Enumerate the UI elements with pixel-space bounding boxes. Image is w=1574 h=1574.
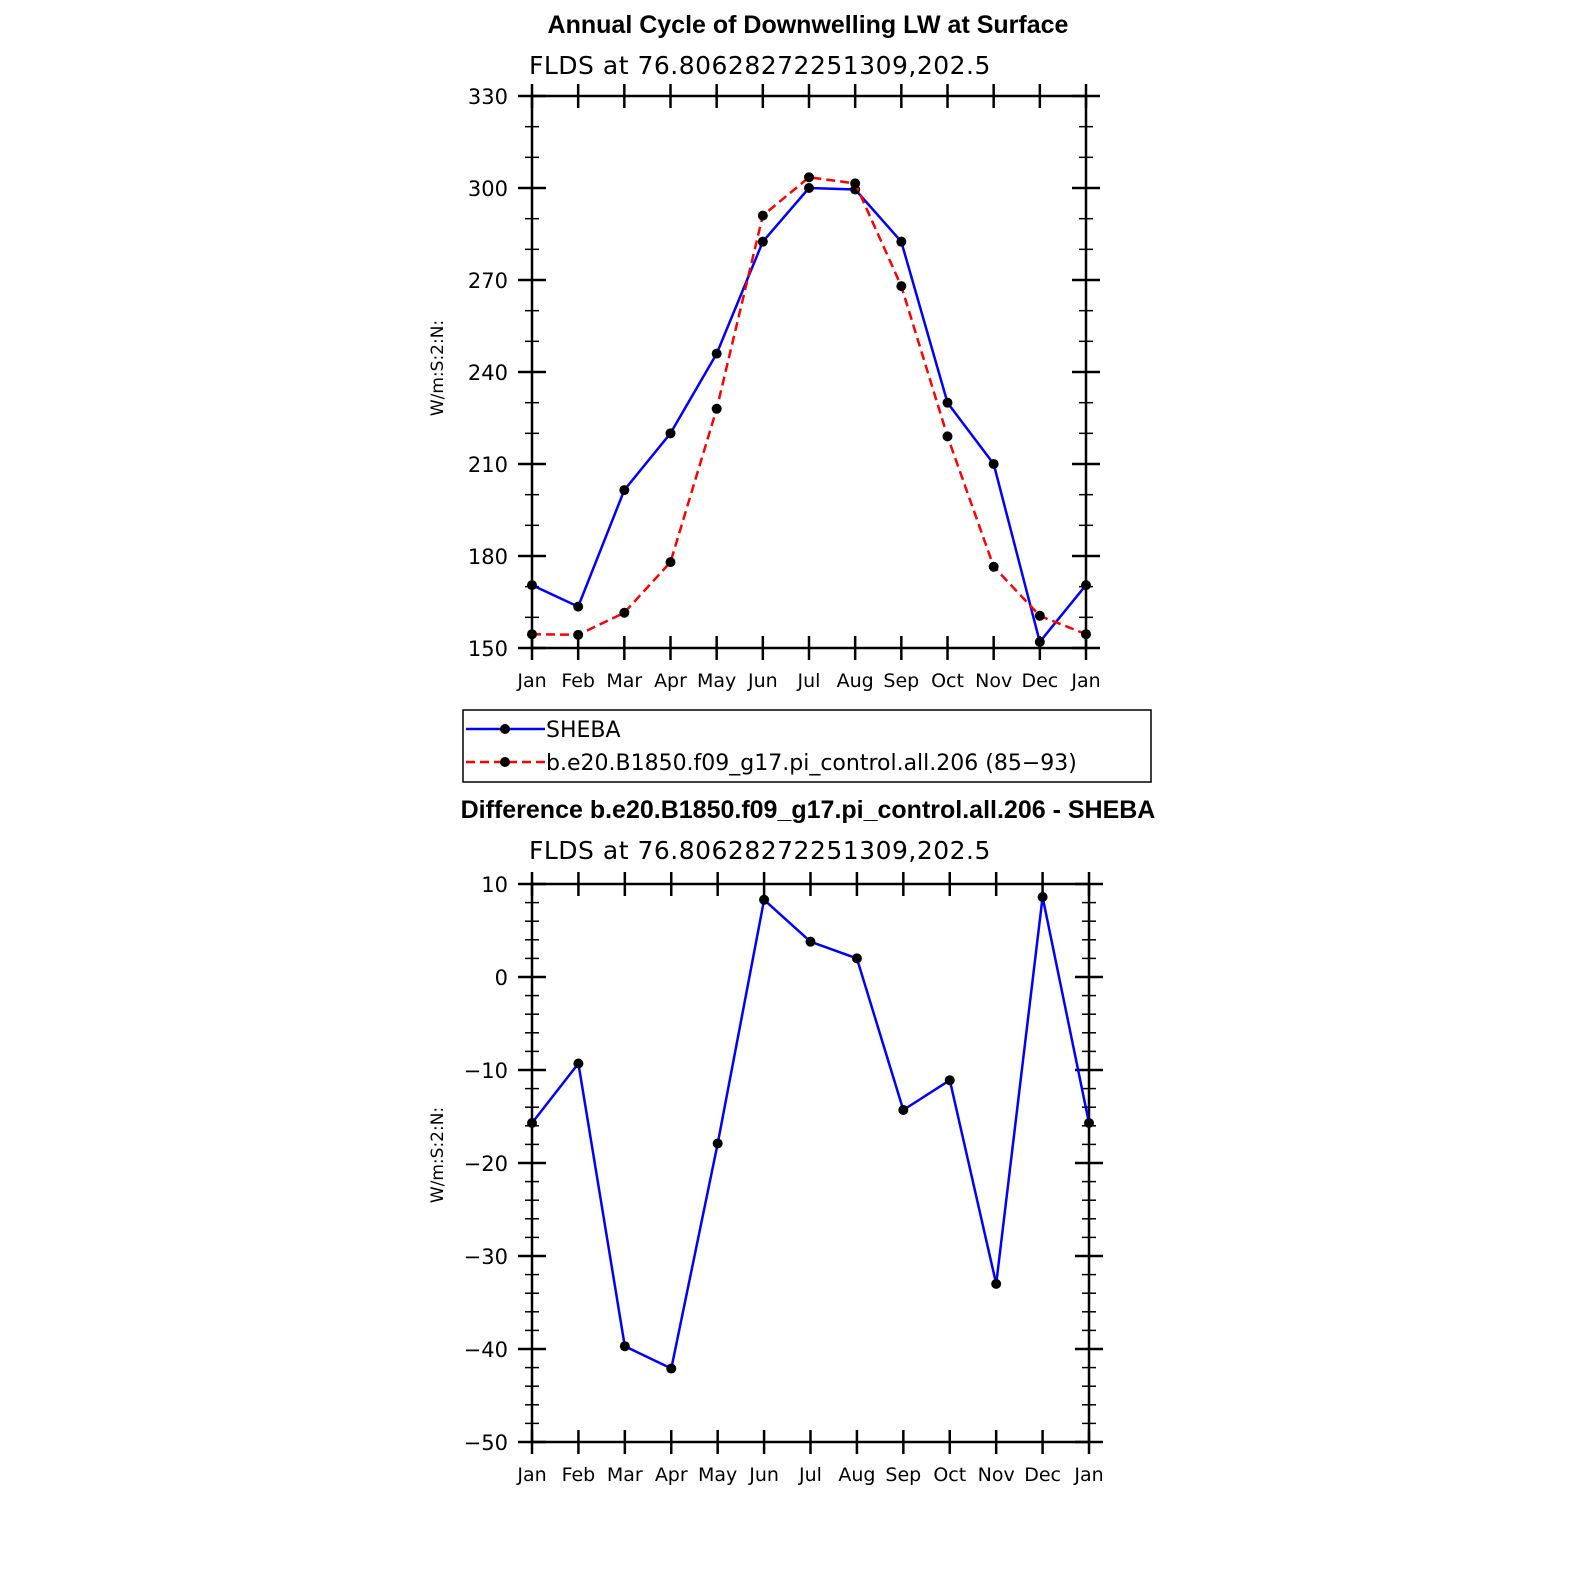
chart1-series-2-point <box>850 178 861 189</box>
chart1-y-tick-label: 180 <box>468 545 508 569</box>
chart1-series-1-point <box>665 428 676 439</box>
chart2-y-tick-label: −50 <box>464 1431 508 1455</box>
chart2-y-tick-label: −40 <box>464 1338 508 1362</box>
chart1-series-1-point <box>619 485 630 496</box>
legend-marker-model <box>500 757 510 767</box>
chart1-x-tick-label: Nov <box>975 670 1012 692</box>
chart2-y-tick-label: −10 <box>464 1059 508 1083</box>
chart1-y-tick-label: 300 <box>468 177 508 201</box>
chart2-x-tick-label: Nov <box>978 1464 1015 1486</box>
chart2-series-1-point <box>805 936 816 947</box>
chart2-subtitle: FLDS at 76.80628272251309,202.5 <box>529 836 991 865</box>
chart2-y-tick-label: −20 <box>464 1152 508 1176</box>
chart2-x-tick-label: Mar <box>607 1464 643 1486</box>
chart1-series-2-point <box>619 607 630 618</box>
chart1-series-2-point <box>573 629 584 640</box>
chart2-series-1-point <box>991 1278 1002 1289</box>
chart1-series-1-point <box>757 236 768 247</box>
chart1-y-axis-label: W/m:S:2:N: <box>428 320 448 416</box>
chart2-x-tick-label: Jan <box>516 1464 546 1486</box>
chart1-series-2-point <box>942 431 953 442</box>
chart2-series-1-point <box>851 953 862 964</box>
chart1-series-2-point <box>665 557 676 568</box>
chart2-series-1-point <box>666 1363 677 1374</box>
chart1-series-2-point <box>1081 629 1091 640</box>
chart2-x-tick-label: Oct <box>933 1464 966 1486</box>
chart1-x-tick-label: Jul <box>797 670 821 692</box>
chart1-legend: SHEBA b.e20.B1850.f09_g17.pi_control.all… <box>462 709 1152 783</box>
chart1-title: Annual Cycle of Downwelling LW at Surfac… <box>548 11 1069 39</box>
chart1-x-tick-label: Aug <box>837 670 874 692</box>
chart2-series-1-point <box>619 1341 630 1352</box>
chart1-series-1-line <box>531 186 1087 644</box>
chart1-series-1-point <box>942 397 953 408</box>
chart2-x-tick-label: Jul <box>798 1464 822 1486</box>
chart2-x-tick-label: Feb <box>562 1464 596 1486</box>
chart2-x-tick-label: Apr <box>655 1464 688 1486</box>
chart1-plot: 150 180 210 240 270 300 330 Jan Feb Mar Apr May Jun J… <box>468 84 1101 692</box>
chart2-series-1-point <box>759 894 770 905</box>
chart1-x-tick-label: May <box>697 670 736 692</box>
chart2-title: Difference b.e20.B1850.f09_g17.pi_contro… <box>461 796 1156 824</box>
chart2-plot: −50 −40 −30 −20 −10 0 10 Jan Feb Mar Apr May Jun Jul A… <box>464 872 1104 1486</box>
chart2-series-1-point <box>1084 1118 1094 1129</box>
chart1-y-tick-label: 330 <box>468 85 508 109</box>
chart1-series-2-point <box>896 281 907 292</box>
chart1-subtitle: FLDS at 76.80628272251309,202.5 <box>529 51 991 80</box>
chart1-series-1-point <box>573 601 584 612</box>
chart2-series-1-point <box>1037 892 1048 903</box>
chart1-series-2-point <box>757 210 768 221</box>
chart2-series-1-point <box>898 1104 909 1115</box>
chart1-series-2-point <box>804 172 814 183</box>
chart2-series-1-point <box>944 1075 955 1086</box>
chart2-series-1-line <box>531 895 1091 1370</box>
chart1-x-tick-label: Mar <box>606 670 642 692</box>
chart1-x-tick-label: Feb <box>561 670 595 692</box>
chart1-series-2-point <box>711 403 722 414</box>
chart1-x-tick-label: Oct <box>931 670 964 692</box>
chart2-y-tick-label: 0 <box>495 966 508 990</box>
chart2-plot-frame <box>530 882 1091 1444</box>
chart1-x-tick-label: Apr <box>654 670 687 692</box>
chart2-x-tick-label: Sep <box>885 1464 921 1486</box>
chart2-series-1-point <box>573 1058 584 1069</box>
chart1-y-tick-label: 270 <box>468 269 508 293</box>
chart1-series-1-point <box>1081 580 1091 591</box>
chart2-x-tick-label: Jun <box>748 1464 779 1486</box>
chart2-series-1-point <box>527 1118 537 1129</box>
legend-label-model: b.e20.B1850.f09_g17.pi_control.all.206 (… <box>546 751 1077 776</box>
chart2-x-tick-label: Jan <box>1073 1464 1103 1486</box>
chart1-series-2-point <box>988 561 999 572</box>
legend-marker-sheba <box>500 724 510 734</box>
chart1-x-tick-label: Sep <box>883 670 919 692</box>
chart2-x-tick-label: Dec <box>1024 1464 1061 1486</box>
chart1-series-1-point <box>711 348 722 359</box>
chart1-series-2-line <box>531 176 1087 637</box>
chart1-y-tick-label: 150 <box>468 637 508 661</box>
chart1-x-tick-label: Jun <box>747 670 778 692</box>
chart1-series-1-point <box>988 459 999 469</box>
chart1-x-tick-label: Jan <box>516 670 546 692</box>
chart1-y-tick-label: 210 <box>468 453 508 477</box>
chart1-series-1-point <box>896 236 907 247</box>
chart2-y-axis-label: W/m:S:2:N: <box>428 1107 448 1203</box>
chart2-series-1-point <box>712 1138 723 1149</box>
chart2-y-tick-label: 10 <box>481 873 508 897</box>
chart1-series-2-point <box>527 629 537 640</box>
legend-frame <box>462 709 1152 783</box>
chart1-series-1-point <box>1034 636 1045 647</box>
chart1-series-1-point <box>527 580 537 591</box>
chart2-x-tick-label: Aug <box>838 1464 875 1486</box>
chart1-series-1-point <box>804 183 814 193</box>
chart1-y-tick-label: 240 <box>468 361 508 385</box>
chart2-x-tick-label: May <box>698 1464 737 1486</box>
chart1-x-tick-label: Dec <box>1021 670 1058 692</box>
chart1-series-2-point <box>1034 610 1045 621</box>
chart1-x-tick-label: Jan <box>1070 670 1100 692</box>
chart2-y-tick-label: −30 <box>464 1245 508 1269</box>
legend-label-sheba: SHEBA <box>546 718 621 743</box>
